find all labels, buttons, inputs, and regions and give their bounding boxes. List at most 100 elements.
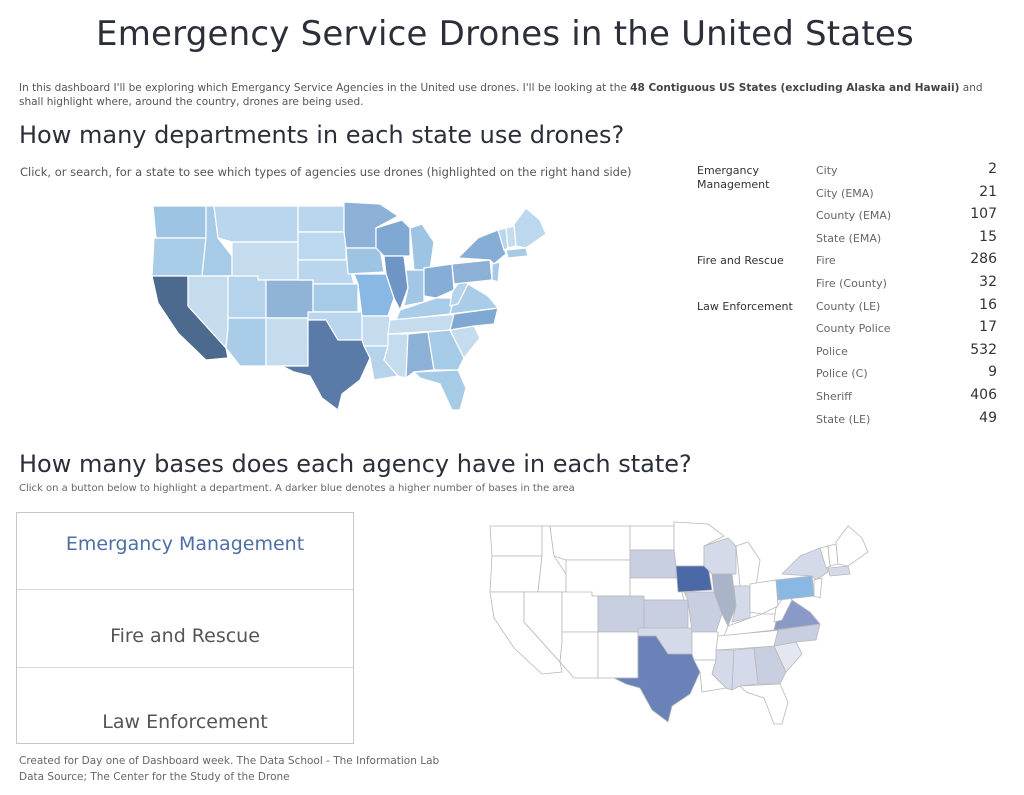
agency-type-label: Fire bbox=[816, 254, 836, 268]
departments-map[interactable] bbox=[148, 198, 552, 420]
agency-count-value: 17 bbox=[979, 319, 997, 336]
state-wisconsin[interactable] bbox=[375, 219, 411, 257]
state-ohio[interactable] bbox=[749, 579, 779, 615]
agency-count-value: 32 bbox=[979, 273, 997, 290]
agency-table-row[interactable]: Fire (County) 32 bbox=[690, 273, 1002, 298]
state-florida[interactable] bbox=[412, 369, 467, 411]
agency-count-value: 107 bbox=[970, 206, 997, 223]
state-south-dakota[interactable] bbox=[629, 549, 677, 579]
state-new-mexico[interactable] bbox=[265, 317, 309, 367]
agency-type-label: City (EMA) bbox=[816, 186, 874, 200]
intro-part1: In this dashboard I'll be exploring whic… bbox=[19, 82, 631, 94]
state-kansas[interactable] bbox=[643, 599, 689, 629]
state-massachusetts[interactable] bbox=[827, 565, 851, 577]
state-michigan[interactable] bbox=[735, 541, 761, 587]
state-washington[interactable] bbox=[152, 205, 207, 239]
dashboard-title: Emergency Service Drones in the United S… bbox=[96, 14, 914, 54]
agency-type-label: State (LE) bbox=[816, 412, 871, 426]
state-arkansas[interactable] bbox=[361, 315, 391, 347]
agency-count-value: 15 bbox=[979, 228, 997, 245]
state-north-dakota[interactable] bbox=[297, 205, 345, 233]
state-new-york[interactable] bbox=[781, 547, 829, 581]
agency-count-value: 406 bbox=[970, 386, 997, 403]
state-montana[interactable] bbox=[549, 525, 631, 561]
state-arizona[interactable] bbox=[225, 317, 267, 367]
agency-count-value: 532 bbox=[970, 341, 997, 358]
state-iowa[interactable] bbox=[345, 247, 385, 275]
state-pennsylvania[interactable] bbox=[451, 259, 493, 285]
state-ohio[interactable] bbox=[423, 263, 455, 299]
state-south-dakota[interactable] bbox=[297, 231, 347, 261]
bases-map[interactable] bbox=[486, 518, 876, 732]
state-wyoming[interactable] bbox=[565, 559, 631, 597]
state-new-jersey[interactable] bbox=[491, 261, 501, 283]
state-north-dakota[interactable] bbox=[629, 525, 675, 551]
state-colorado[interactable] bbox=[597, 595, 645, 633]
agency-count-value: 49 bbox=[979, 409, 997, 426]
state-new-mexico[interactable] bbox=[597, 631, 639, 679]
state-new-jersey[interactable] bbox=[813, 577, 823, 599]
bases-subtitle: Click on a button below to highlight a d… bbox=[19, 483, 575, 494]
agency-type-label: Police (C) bbox=[816, 367, 868, 381]
fire-and-rescue-button[interactable]: Fire and Rescue bbox=[17, 590, 353, 668]
departments-subtitle: Click, or search, for a state to see whi… bbox=[20, 165, 632, 179]
state-maine[interactable] bbox=[513, 207, 547, 249]
agency-table-row[interactable]: Sheriff 406 bbox=[690, 386, 1002, 411]
departments-heading: How many departments in each state use d… bbox=[19, 121, 625, 149]
agency-type-label: County Police bbox=[816, 322, 891, 336]
agency-table-row[interactable]: Law Enforcement County (LE) 16 bbox=[690, 297, 1002, 321]
agency-type-label: City bbox=[816, 164, 838, 177]
state-arkansas[interactable] bbox=[691, 631, 719, 661]
agency-table-row[interactable]: Emergancy Management City 2 bbox=[690, 161, 1002, 191]
agency-type-label: County (LE) bbox=[816, 299, 881, 313]
agency-count-value: 21 bbox=[979, 183, 997, 200]
state-alabama[interactable] bbox=[731, 647, 759, 691]
law-enforcement-button[interactable]: Law Enforcement bbox=[102, 711, 268, 733]
state-massachusetts[interactable] bbox=[505, 247, 529, 259]
emergancy-management-button[interactable]: Emergancy Management bbox=[17, 513, 353, 590]
footer-line-created: Created for Day one of Dashboard week. T… bbox=[19, 755, 440, 767]
state-texas[interactable] bbox=[613, 635, 701, 723]
state-new-york[interactable] bbox=[456, 229, 507, 265]
state-colorado[interactable] bbox=[265, 279, 314, 319]
state-utah[interactable] bbox=[561, 591, 599, 633]
agency-table-row[interactable]: State (LE) 49 bbox=[690, 409, 1002, 434]
state-utah[interactable] bbox=[227, 275, 267, 319]
state-oregon[interactable] bbox=[151, 237, 207, 277]
intro-bold: 48 Contiguous US States (excluding Alask… bbox=[630, 82, 960, 94]
agency-type-label: Sheriff bbox=[816, 389, 852, 403]
state-florida[interactable] bbox=[739, 683, 789, 725]
agency-group-label: Law Enforcement bbox=[697, 299, 793, 313]
state-kansas[interactable] bbox=[312, 283, 359, 313]
state-wyoming[interactable] bbox=[231, 241, 299, 281]
state-washington[interactable] bbox=[489, 525, 543, 557]
agency-type-label: Fire (County) bbox=[816, 276, 887, 290]
agency-button-panel: Emergancy Management Fire and Rescue Law… bbox=[16, 512, 354, 744]
state-indiana[interactable] bbox=[403, 269, 425, 307]
agency-table-row[interactable]: Police 532 bbox=[690, 341, 1002, 366]
state-nebraska[interactable] bbox=[297, 259, 355, 285]
agency-type-label: State (EMA) bbox=[816, 231, 882, 245]
agency-count-value: 286 bbox=[970, 251, 997, 268]
state-iowa[interactable] bbox=[675, 565, 713, 593]
agency-table-row[interactable]: City (EMA) 21 bbox=[690, 183, 1002, 208]
agency-table-row[interactable]: State (EMA) 15 bbox=[690, 228, 1002, 253]
agency-table-row[interactable]: Fire and Rescue Fire 286 bbox=[690, 251, 1002, 275]
state-oregon[interactable] bbox=[489, 555, 543, 593]
footer-credits: Created for Day one of Dashboard week. T… bbox=[19, 753, 439, 785]
state-michigan[interactable] bbox=[409, 223, 435, 271]
state-arizona[interactable] bbox=[559, 631, 599, 679]
state-pennsylvania[interactable] bbox=[775, 575, 815, 601]
agency-count-value: 9 bbox=[988, 364, 997, 381]
agency-group-label: Fire and Rescue bbox=[697, 254, 784, 268]
state-montana[interactable] bbox=[213, 205, 299, 243]
state-texas[interactable] bbox=[281, 319, 371, 412]
state-indiana[interactable] bbox=[731, 585, 751, 623]
intro-text: In this dashboard I'll be exploring whic… bbox=[19, 81, 1009, 109]
agency-group-label: Emergancy Management bbox=[697, 164, 770, 191]
state-wisconsin[interactable] bbox=[703, 537, 737, 575]
agency-table-row[interactable]: Police (C) 9 bbox=[690, 364, 1002, 388]
agency-table-row[interactable]: County Police 17 bbox=[690, 319, 1002, 343]
state-maine[interactable] bbox=[835, 525, 869, 567]
agency-table-row[interactable]: County (EMA) 107 bbox=[690, 206, 1002, 230]
